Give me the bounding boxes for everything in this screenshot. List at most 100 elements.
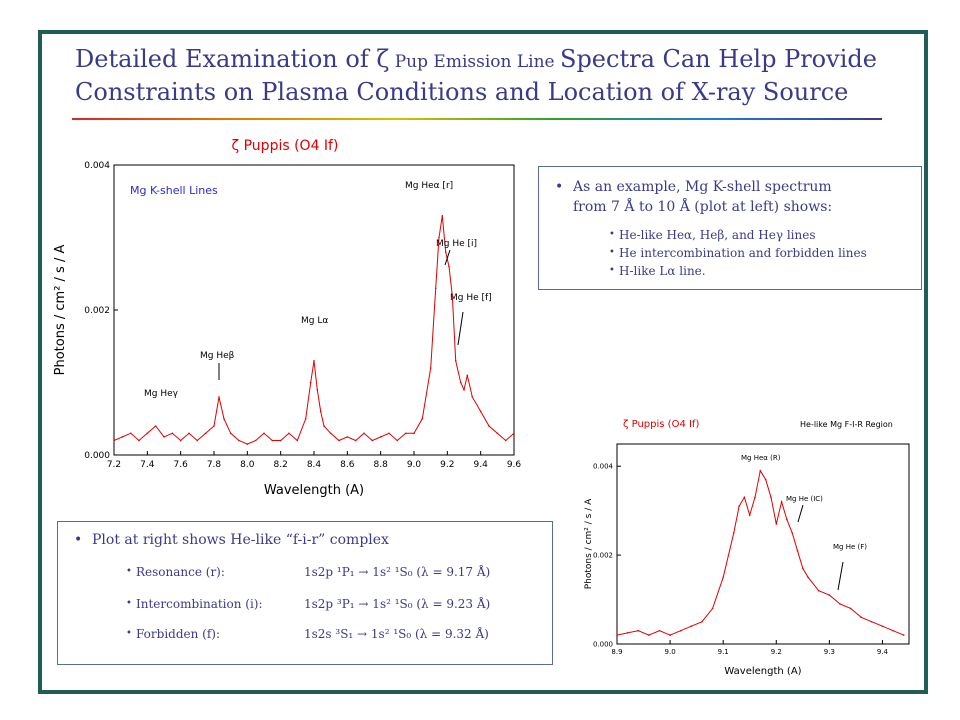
x-tick-label: 9.0 — [665, 648, 676, 656]
x-tick-label: 8.8 — [374, 460, 389, 470]
data-point — [113, 439, 115, 442]
data-point — [404, 432, 407, 435]
data-point — [839, 603, 841, 605]
data-point — [711, 607, 714, 610]
data-point — [223, 418, 225, 420]
data-point — [796, 549, 799, 552]
data-point — [121, 436, 124, 438]
data-point — [722, 576, 724, 579]
annotation-pointer — [457, 311, 464, 346]
x-tick-label: 7.2 — [107, 460, 121, 470]
mg-kshell-chart: ζ Puppis (O4 If) 7.2 7.4 7.6 7.8 8.0 8.2 8.4 8.… — [53, 138, 521, 498]
box1-main-line1: As an example, Mg K-shell spectrum — [573, 179, 832, 195]
chart2-title: ζ Puppis (O4 If) — [623, 419, 699, 430]
data-point — [786, 518, 788, 521]
box1-item: H-like Lα line. — [609, 263, 706, 279]
box2-row: Forbidden (f): 1s2s ³S₁ → 1s² ¹S₀ (λ = 9… — [126, 626, 489, 642]
box2-row-formula: 1s2p ¹P₁ → 1s² ¹S₀ (λ = 9.17 Å) — [304, 565, 491, 579]
title-part2: Spectra Can Help Provide — [560, 45, 877, 73]
data-point — [229, 432, 232, 435]
data-point — [309, 381, 312, 384]
data-point — [438, 236, 440, 239]
data-point — [479, 410, 482, 413]
annotation-label: Mg He (F) — [833, 543, 867, 551]
data-point — [188, 432, 190, 435]
data-point — [504, 439, 507, 442]
chart2-series-line — [616, 469, 904, 636]
x-tick-label: 9.4 — [474, 460, 489, 470]
annotation-label: Mg Heα [r] — [405, 181, 453, 191]
data-point — [892, 629, 894, 632]
y-tick-label: 0.004 — [84, 161, 110, 171]
data-point — [271, 439, 274, 442]
x-tick-label: 9.0 — [407, 460, 422, 470]
data-point — [648, 634, 650, 636]
box1-item: He intercombination and forbidden lines — [609, 245, 867, 261]
data-point — [354, 439, 357, 442]
x-tick-label: 8.0 — [240, 460, 255, 470]
data-point — [154, 425, 157, 427]
data-point — [738, 505, 740, 507]
title-zeta: ζ — [376, 45, 390, 73]
data-point — [196, 439, 199, 442]
data-point — [902, 634, 905, 636]
data-point — [764, 478, 767, 481]
data-point — [448, 265, 450, 268]
data-point — [828, 594, 831, 596]
data-point — [304, 418, 307, 420]
data-point — [748, 514, 751, 516]
data-point — [454, 360, 457, 362]
data-point — [138, 439, 140, 442]
box2-row-label: Intercombination (i): — [136, 597, 263, 611]
x-tick-label: 8.9 — [611, 648, 622, 656]
data-point — [379, 436, 382, 438]
x-tick-label: 7.4 — [140, 460, 155, 470]
data-point — [881, 625, 884, 627]
annotation-label: Mg Heβ — [200, 351, 235, 361]
data-point — [466, 374, 469, 377]
box2-row-formula: 1s2p ³P₁ → 1s² ¹S₀ (λ = 9.23 Å) — [304, 597, 491, 611]
data-point — [701, 621, 703, 623]
chart1-xlabel: Wavelength (A) — [264, 483, 364, 498]
data-point — [459, 381, 462, 384]
data-point — [860, 616, 862, 619]
data-point — [463, 389, 465, 391]
data-point — [429, 367, 432, 369]
y-tick-label: 0.002 — [593, 551, 613, 559]
data-point — [496, 432, 499, 435]
data-point — [319, 410, 322, 413]
annotation-pointer — [444, 249, 451, 266]
data-point — [513, 432, 515, 435]
data-point — [488, 425, 490, 427]
x-tick-label: 7.6 — [174, 460, 189, 470]
box2-row-label: Forbidden (f): — [136, 627, 221, 641]
data-point — [218, 396, 220, 398]
x-tick-label: 9.1 — [718, 648, 729, 656]
box2-row-label: Resonance (r): — [136, 565, 225, 579]
x-tick-label: 9.4 — [877, 648, 889, 656]
chart2-right-label: He-like Mg F-I-R Region — [800, 420, 893, 429]
data-point — [346, 436, 349, 438]
info-box-example: As an example, Mg K-shell spectrum from … — [538, 166, 922, 290]
chart1-series-line — [113, 215, 515, 445]
slide-frame — [38, 30, 928, 694]
data-point — [329, 432, 332, 435]
box2-row-formula: 1s2s ³S₁ → 1s² ¹S₀ (λ = 9.32 Å) — [304, 627, 489, 641]
data-point — [616, 634, 618, 636]
data-point — [254, 439, 257, 442]
data-point — [807, 576, 809, 579]
annotation-label: Mg He (IC) — [786, 495, 823, 503]
x-tick-label: 7.8 — [207, 460, 222, 470]
annotation-pointer — [797, 504, 804, 523]
chart2-xlabel: Wavelength (A) — [724, 666, 801, 677]
data-point — [679, 629, 682, 632]
data-point — [413, 432, 415, 435]
annotation-label: Mg Heγ — [144, 389, 179, 399]
data-point — [743, 496, 746, 499]
data-point — [775, 523, 778, 525]
annotation-label: Mg He [f] — [450, 293, 492, 303]
data-point — [444, 251, 447, 253]
data-point — [363, 432, 365, 435]
data-point — [690, 625, 693, 627]
x-tick-label: 8.6 — [340, 460, 355, 470]
